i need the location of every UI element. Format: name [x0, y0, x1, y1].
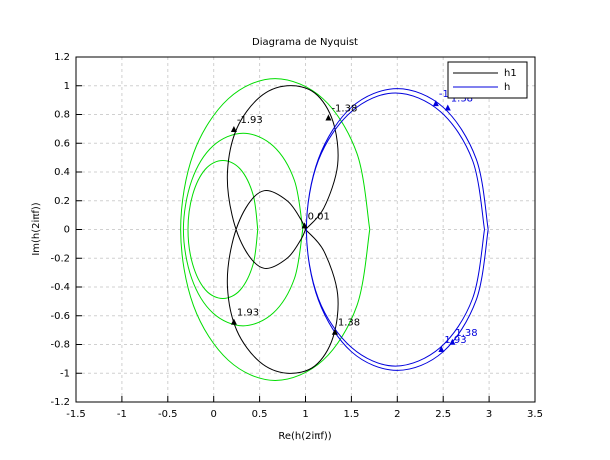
annotation: 1.38 [338, 318, 360, 329]
arrow-head [449, 338, 456, 345]
series-line [187, 159, 259, 300]
annotation: 1.93 [237, 308, 259, 319]
y-tick-label: 0.4 [54, 167, 70, 178]
y-tick-label: -1.2 [50, 397, 70, 408]
y-tick-label: -0.6 [50, 311, 70, 322]
y-tick-label: 0.6 [54, 138, 70, 149]
annotation: 1.38 [455, 328, 477, 339]
plot-frame [75, 56, 536, 403]
legend-label: h [504, 82, 510, 93]
arrow-head [444, 104, 451, 111]
series-line [180, 78, 371, 381]
arrow-head [325, 114, 332, 121]
annotation: -1. [439, 89, 452, 100]
annotation: 1.38 [451, 93, 473, 104]
x-tick-label: -1 [117, 409, 127, 420]
x-tick-label: 2.5 [435, 409, 451, 420]
annotation: -1.93 [237, 115, 263, 126]
y-tick-label: 1.2 [54, 52, 70, 63]
x-tick-label: 3.5 [527, 409, 543, 420]
x-tick-label: 1 [302, 409, 308, 420]
annotation: -1.38 [331, 104, 357, 115]
annotation: 1.93 [444, 335, 466, 346]
y-tick-label: 0.2 [54, 196, 70, 207]
x-tick-label: 3 [486, 409, 492, 420]
x-tick-label: -0.5 [158, 409, 178, 420]
legend-box [447, 61, 528, 99]
x-tick-label: 2 [394, 409, 400, 420]
arrow-head [230, 318, 237, 325]
arrow-head [301, 222, 308, 229]
y-tick-label: -0.2 [50, 253, 70, 264]
arrow-head [230, 126, 237, 132]
arrow-head [438, 345, 445, 352]
y-tick-label: -1 [60, 368, 70, 379]
x-tick-label: 0 [211, 409, 217, 420]
x-tick-label: 1.5 [343, 409, 359, 420]
y-tick-label: -0.4 [50, 282, 70, 293]
arrow-head [432, 100, 439, 107]
y-axis-label: Im(h(2iπf)) [31, 202, 42, 255]
arrow-head [331, 328, 338, 335]
x-axis-label: Re(h(2iπf)) [278, 431, 331, 442]
y-tick-label: -0.8 [50, 340, 70, 351]
annotation: 0.01 [308, 211, 330, 222]
y-tick-label: 0 [64, 225, 70, 236]
x-tick-label: -1.5 [66, 409, 86, 420]
series-line [182, 132, 304, 327]
y-tick-label: 1 [64, 81, 70, 92]
series-line [226, 85, 339, 374]
x-tick-label: 0.5 [252, 409, 268, 420]
y-tick-label: 0.8 [54, 110, 70, 121]
legend-label: h1 [504, 68, 517, 79]
chart-title: Diagrama de Nyquist [252, 37, 358, 48]
